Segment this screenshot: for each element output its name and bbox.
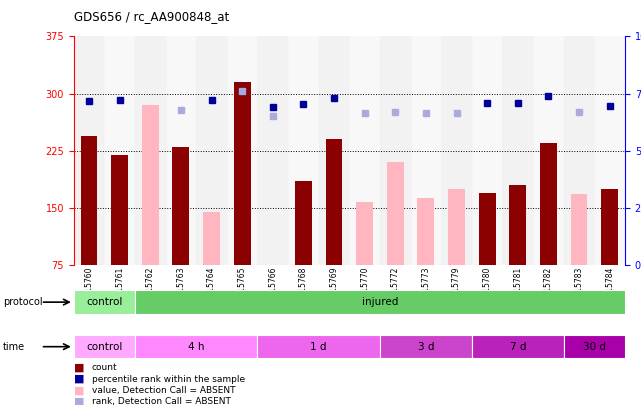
- Bar: [510, 185, 526, 265]
- Bar: [288, 36, 319, 265]
- Bar: [540, 143, 557, 265]
- Bar: [479, 193, 495, 265]
- Bar: [295, 181, 312, 265]
- Bar: [349, 36, 380, 265]
- Text: 3 d: 3 d: [418, 342, 434, 352]
- Text: time: time: [3, 342, 26, 352]
- Bar: [142, 105, 159, 265]
- Bar: [601, 189, 618, 265]
- Text: 7 d: 7 d: [510, 342, 526, 352]
- Bar: [380, 335, 472, 358]
- Bar: [74, 290, 135, 314]
- Bar: [258, 335, 380, 358]
- Text: percentile rank within the sample: percentile rank within the sample: [92, 375, 245, 384]
- Bar: [326, 139, 342, 265]
- Bar: [203, 212, 220, 265]
- Text: ■: ■: [74, 363, 84, 373]
- Text: control: control: [86, 297, 122, 307]
- Text: control: control: [86, 342, 122, 352]
- Bar: [258, 36, 288, 265]
- Bar: [104, 36, 135, 265]
- Text: rank, Detection Call = ABSENT: rank, Detection Call = ABSENT: [92, 397, 231, 405]
- Bar: [533, 36, 563, 265]
- Text: 30 d: 30 d: [583, 342, 606, 352]
- Text: 1 d: 1 d: [310, 342, 327, 352]
- Bar: [135, 290, 625, 314]
- Bar: [74, 36, 104, 265]
- Bar: [196, 36, 227, 265]
- Text: count: count: [92, 363, 117, 372]
- Bar: [234, 82, 251, 265]
- Bar: [503, 36, 533, 265]
- Bar: [570, 194, 587, 265]
- Text: ■: ■: [74, 386, 84, 395]
- Bar: [165, 36, 196, 265]
- Text: ■: ■: [74, 374, 84, 384]
- Bar: [387, 162, 404, 265]
- Bar: [135, 335, 258, 358]
- Bar: [319, 36, 349, 265]
- Bar: [74, 335, 135, 358]
- Bar: [81, 136, 97, 265]
- Text: protocol: protocol: [3, 297, 43, 307]
- Bar: [356, 202, 373, 265]
- Bar: [472, 335, 563, 358]
- Bar: [227, 36, 258, 265]
- Bar: [411, 36, 441, 265]
- Text: injured: injured: [362, 297, 398, 307]
- Text: 4 h: 4 h: [188, 342, 204, 352]
- Bar: [172, 147, 189, 265]
- Bar: [112, 155, 128, 265]
- Bar: [563, 335, 625, 358]
- Bar: [472, 36, 503, 265]
- Bar: [380, 36, 411, 265]
- Bar: [417, 198, 435, 265]
- Text: GDS656 / rc_AA900848_at: GDS656 / rc_AA900848_at: [74, 10, 229, 23]
- Bar: [448, 189, 465, 265]
- Text: ■: ■: [74, 397, 84, 405]
- Bar: [594, 36, 625, 265]
- Bar: [135, 36, 165, 265]
- Bar: [563, 36, 594, 265]
- Text: value, Detection Call = ABSENT: value, Detection Call = ABSENT: [92, 386, 235, 395]
- Bar: [441, 36, 472, 265]
